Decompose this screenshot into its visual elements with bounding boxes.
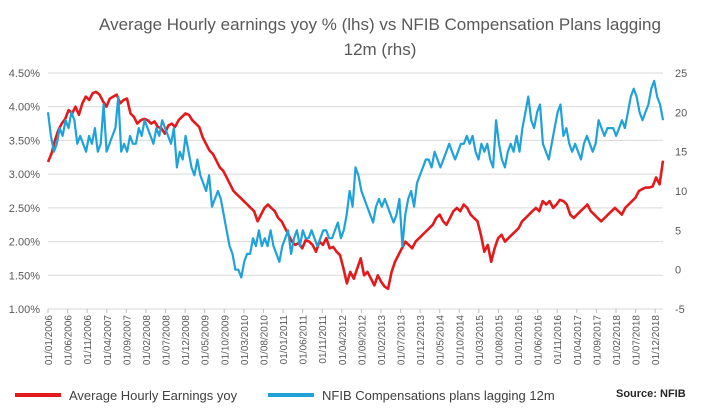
x-tick-label: 01/06/2011 [299, 315, 310, 365]
x-tick-label: 01/03/2010 [240, 315, 251, 365]
x-tick-label: 01/09/2007 [122, 315, 133, 365]
x-tick-label: 01/07/2013 [397, 315, 408, 365]
legend-label-nfib: NFIB Compensations plans lagging 12m [322, 387, 555, 403]
series-line-earnings [46, 90, 665, 291]
y-right-tick-label: -5 [675, 304, 685, 316]
x-tick-label: 01/04/2017 [573, 315, 584, 365]
x-tick-label: 01/04/2012 [338, 315, 349, 365]
x-tick-label: 01/05/2009 [201, 315, 212, 365]
x-tick-label: 01/08/2010 [259, 315, 270, 365]
y-right-tick-label: 15 [675, 147, 687, 159]
series-line-nfib [46, 79, 665, 279]
x-tick-label: 01/02/2018 [612, 315, 623, 365]
x-tick-label: 01/11/2011 [318, 315, 329, 364]
x-tick-label: 01/08/2015 [494, 315, 505, 365]
x-tick-label: 01/10/2009 [220, 315, 231, 365]
y-left-tick-label: 4.00% [9, 102, 40, 114]
x-tick-label: 01/01/2006 [44, 315, 55, 365]
y-right-tick-label: 25 [675, 68, 687, 80]
x-tick-label: 01/11/2016 [553, 315, 564, 365]
x-tick-label: 01/01/2011 [279, 315, 290, 365]
x-tick-label: 01/01/2016 [514, 315, 525, 365]
x-tick-label: 01/06/2016 [534, 315, 545, 365]
x-tick-label: 01/05/2014 [436, 315, 447, 365]
chart-title-line-1: Average Hourly earnings yoy % (lhs) vs N… [99, 15, 661, 34]
y-left-tick-label: 2.50% [9, 203, 40, 215]
x-tick-label: 01/09/2012 [357, 315, 368, 365]
y-right-tick-label: 0 [675, 265, 681, 277]
x-tick-label: 01/02/2013 [377, 315, 388, 365]
y-left-tick-label: 1.50% [9, 270, 40, 282]
chart-title-line-2: 12m (rhs) [343, 40, 417, 59]
legend-item-earnings: Average Hourly Earnings yoy [15, 385, 237, 405]
y-left-tick-label: 3.50% [9, 135, 40, 147]
x-tick-label: 01/12/2013 [416, 315, 427, 365]
y-left-tick-label: 3.00% [9, 169, 40, 181]
source-note: Source: NFIB [616, 388, 686, 400]
y-right-tick-label: 20 [675, 107, 687, 119]
x-tick-label: 01/10/2014 [455, 315, 466, 365]
x-tick-label: 01/11/2006 [83, 315, 94, 365]
y-left-tick-label: 1.00% [9, 304, 40, 316]
y-right-tick-label: 5 [675, 225, 681, 237]
y-left-tick-label: 2.00% [9, 237, 40, 249]
x-tick-label: 01/07/2018 [632, 315, 643, 365]
x-tick-label: 01/02/2008 [142, 315, 153, 365]
x-tick-label: 01/03/2015 [475, 315, 486, 365]
legend-item-nfib: NFIB Compensations plans lagging 12m [268, 385, 555, 405]
legend-swatch-earnings [15, 393, 61, 397]
y-right-tick-label: 10 [675, 186, 687, 198]
x-tick-label: 01/12/2018 [651, 315, 662, 365]
x-tick-label: 01/07/2008 [162, 315, 173, 365]
x-tick-label: 01/12/2008 [181, 315, 192, 365]
legend-swatch-nfib [268, 393, 314, 397]
x-tick-label: 01/06/2006 [64, 315, 75, 365]
x-tick-label: 01/09/2017 [592, 315, 603, 365]
y-left-tick-label: 4.50% [9, 68, 40, 80]
legend-label-earnings: Average Hourly Earnings yoy [69, 387, 238, 403]
x-tick-label: 01/04/2007 [103, 315, 114, 365]
